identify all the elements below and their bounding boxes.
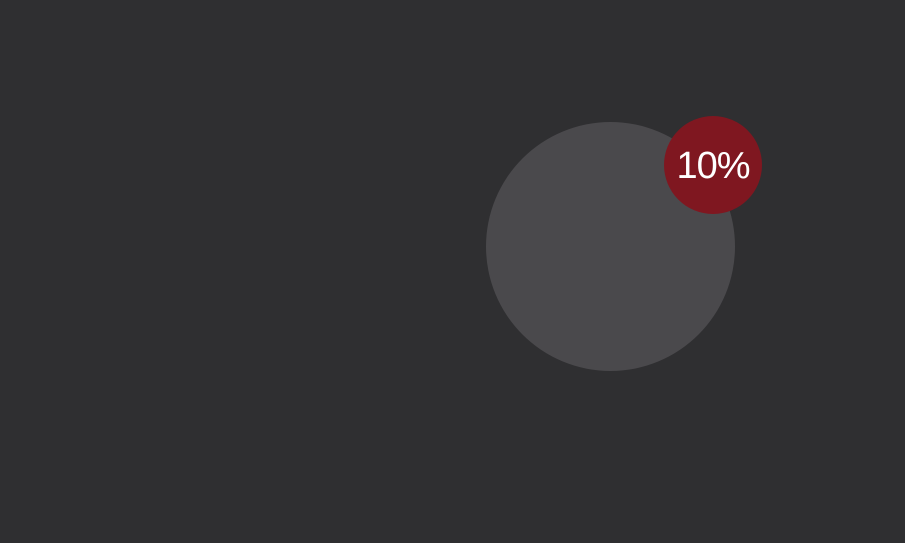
percent-badge: 10% (664, 116, 762, 214)
percent-badge-label: 10% (676, 145, 750, 187)
